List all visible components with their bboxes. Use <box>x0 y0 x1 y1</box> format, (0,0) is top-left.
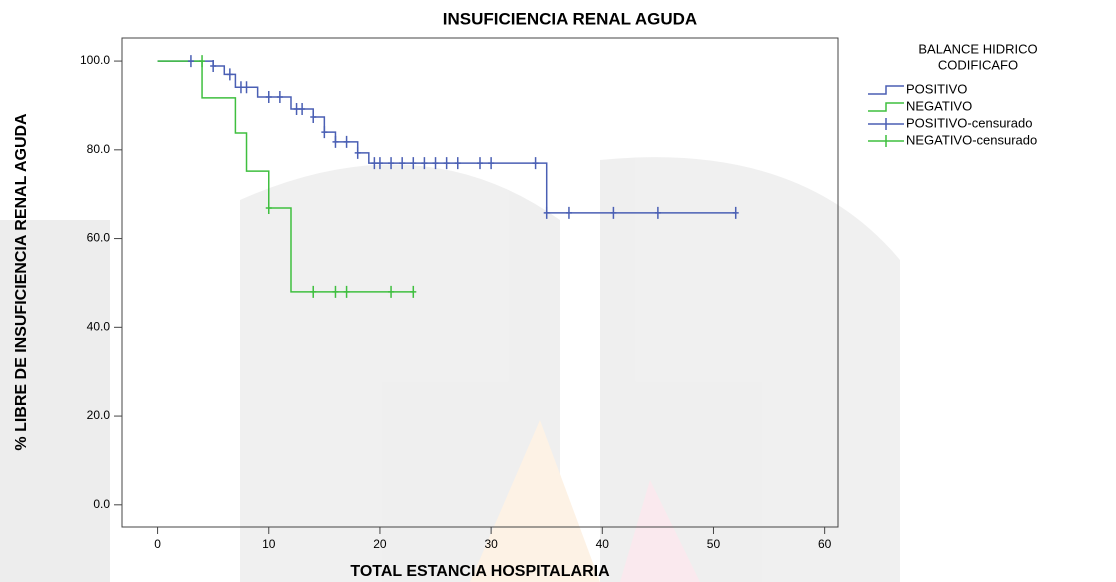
censor-mark <box>610 206 617 219</box>
censor-mark <box>187 55 194 68</box>
watermark <box>0 157 900 582</box>
legend-label: NEGATIVO <box>906 98 972 113</box>
x-tick-label: 0 <box>154 537 161 551</box>
censor-mark <box>376 157 383 170</box>
legend-label: NEGATIVO-censurado <box>906 132 1037 147</box>
censor-mark <box>343 285 350 298</box>
y-tick-label: 20.0 <box>87 408 111 422</box>
censor-mark <box>332 135 339 148</box>
y-tick-label: 0.0 <box>93 497 110 511</box>
survival-line <box>157 60 414 293</box>
legend-title: BALANCE HIDRICO <box>918 41 1037 56</box>
censor-mark <box>388 285 395 298</box>
censor-mark <box>543 206 550 219</box>
chart-title: INSUFICIENCIA RENAL AGUDA <box>443 9 697 28</box>
censor-mark <box>354 146 361 159</box>
legend-swatch <box>868 102 904 112</box>
censor-mark <box>210 59 217 72</box>
censor-mark <box>299 102 306 115</box>
x-tick-label: 60 <box>818 537 832 551</box>
censor-mark <box>443 157 450 170</box>
censor-mark <box>276 91 283 104</box>
x-axis-label: TOTAL ESTANCIA HOSPITALARIA <box>350 563 610 580</box>
x-tick-label: 10 <box>262 537 276 551</box>
legend-swatch <box>868 85 904 95</box>
censor-mark <box>654 206 661 219</box>
censor-mark <box>265 91 272 104</box>
censor-mark <box>199 55 206 68</box>
censor-mark <box>388 157 395 170</box>
plot-frame <box>121 37 839 528</box>
censor-mark <box>237 81 244 94</box>
legend-label: POSITIVO <box>906 81 967 96</box>
censor-mark <box>226 68 233 81</box>
censor-mark <box>343 135 350 148</box>
y-tick-label: 100.0 <box>80 53 110 67</box>
censor-mark <box>454 157 461 170</box>
censor-mark <box>421 157 428 170</box>
y-tick-label: 40.0 <box>87 319 111 333</box>
legend-swatch <box>868 118 904 130</box>
legend-label: POSITIVO-censurado <box>906 115 1032 130</box>
censor-mark <box>310 285 317 298</box>
legend-title: CODIFICAFO <box>938 57 1018 72</box>
censor-mark <box>332 285 339 298</box>
censor-mark <box>432 157 439 170</box>
y-tick-label: 60.0 <box>87 231 111 245</box>
censor-mark <box>321 126 328 139</box>
censor-mark <box>310 110 317 123</box>
x-tick-label: 30 <box>484 537 498 551</box>
censor-mark <box>477 157 483 170</box>
censor-mark <box>410 285 417 298</box>
censor-mark <box>399 157 406 170</box>
x-tick-label: 20 <box>373 537 387 551</box>
y-tick-label: 80.0 <box>87 142 111 156</box>
censor-mark <box>565 206 572 219</box>
x-tick-label: 40 <box>596 537 610 551</box>
y-axis-label: % LIBRE DE INSUFICIENCIA RENAL AGUDA <box>13 113 30 451</box>
censor-mark <box>265 201 272 214</box>
censor-mark <box>732 206 739 219</box>
legend-swatch <box>868 135 904 147</box>
censor-mark <box>293 102 300 115</box>
x-tick-label: 50 <box>707 537 721 551</box>
censor-mark <box>532 157 539 170</box>
censor-mark <box>410 157 417 170</box>
censor-mark <box>488 157 495 170</box>
censor-mark <box>243 81 250 94</box>
censor-mark <box>371 157 378 170</box>
